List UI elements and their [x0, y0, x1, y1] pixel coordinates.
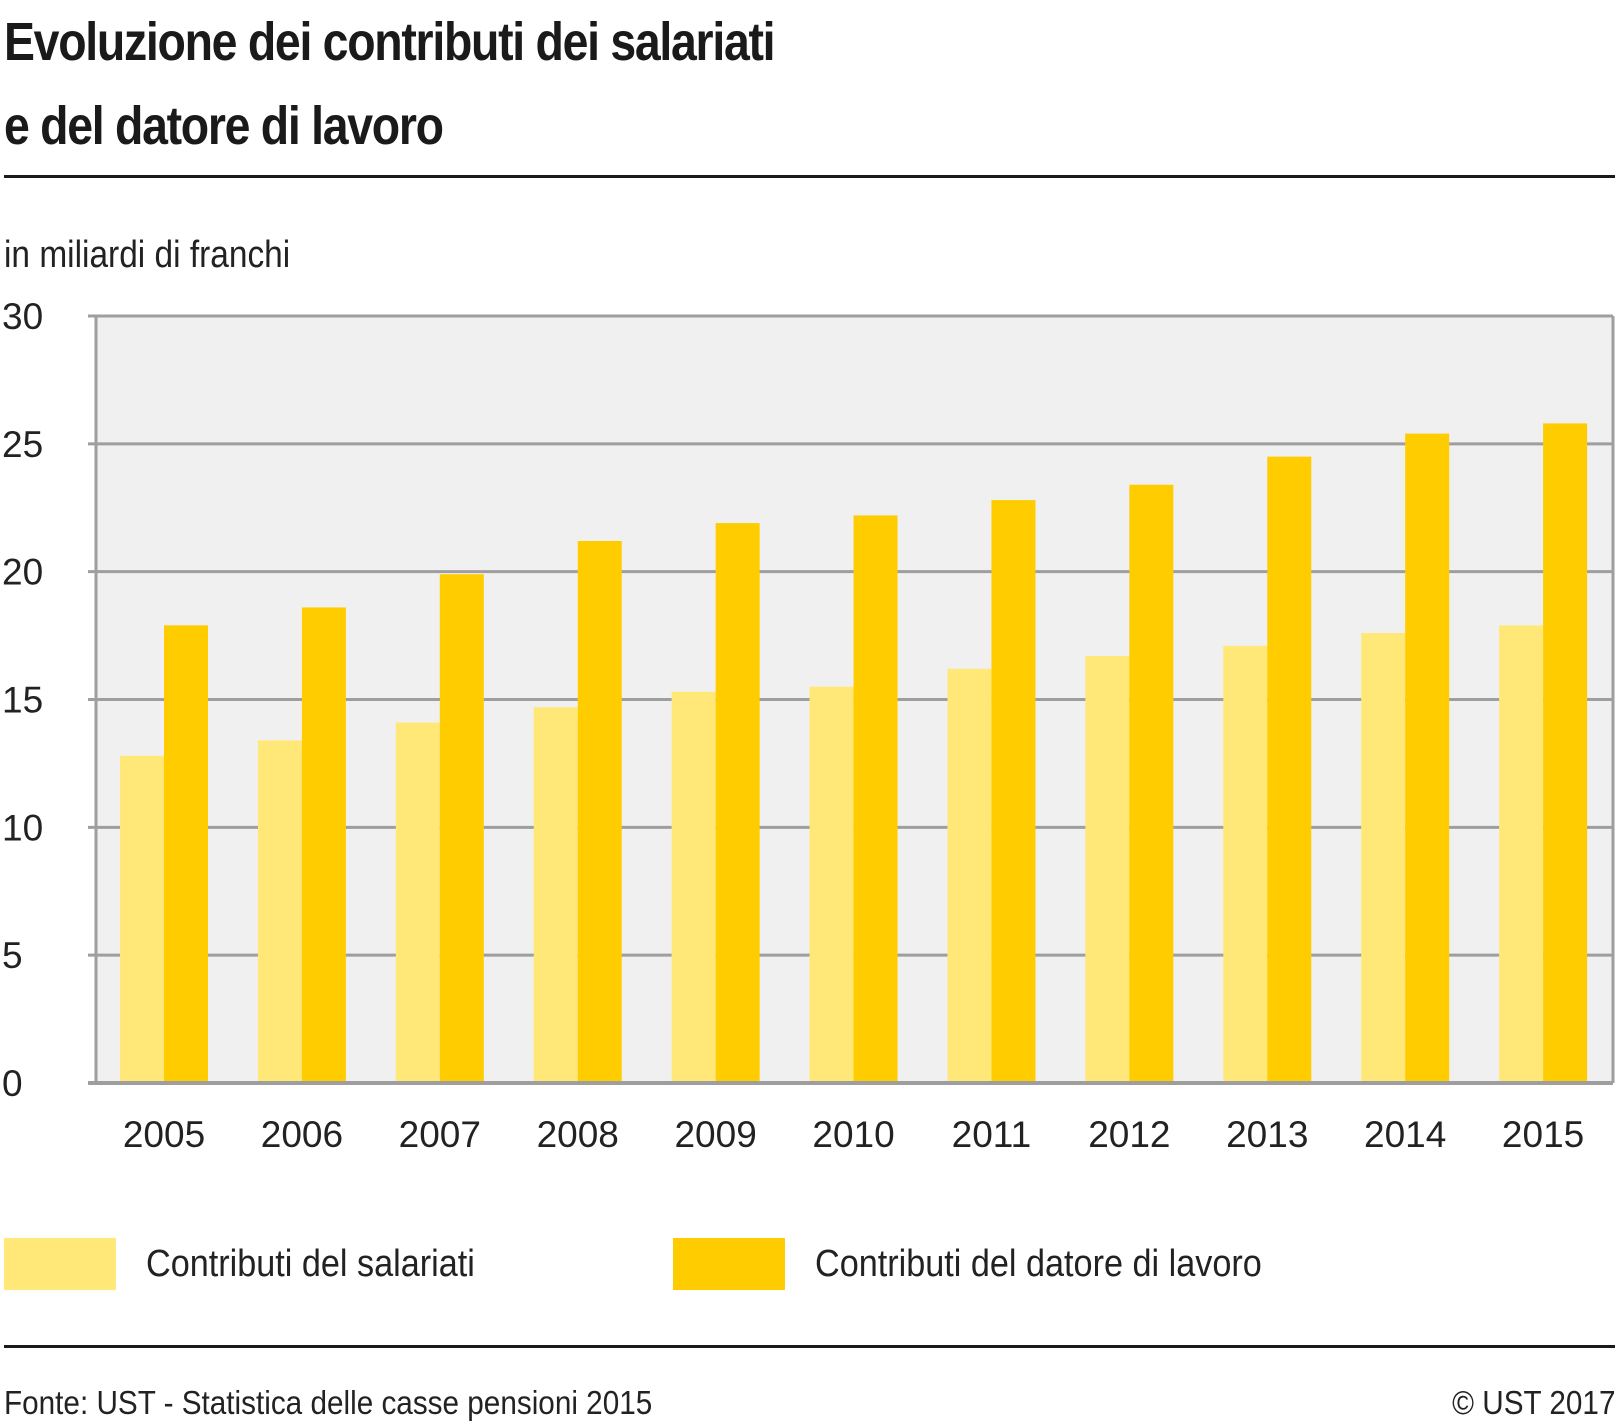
- bar-chart: 0 5 10 15 20 25 30 2005 2006 2007 2008 2009 2010 201…: [2, 300, 1615, 1155]
- bar-salariati-2006: [257, 740, 302, 1081]
- source-note: Fonte: UST - Statistica delle casse pens…: [4, 1384, 653, 1421]
- bar-datore-2012: [1129, 484, 1174, 1081]
- x-tick-label: 2009: [674, 1114, 756, 1155]
- bar-datore-2005: [164, 625, 208, 1081]
- x-tick-label: 2006: [261, 1114, 343, 1155]
- copyright-note: © UST 2017: [1451, 1384, 1615, 1421]
- legend-item-salariati: Contributi del salariati: [4, 1238, 511, 1290]
- bar-datore-2006: [301, 607, 346, 1081]
- chart-title: Evoluzione dei contributi dei salariati …: [4, 0, 776, 168]
- y-axis-unit-label: in miliardi di franchi: [4, 234, 291, 276]
- chart-title-line-1: Evoluzione dei contributi dei salariati: [4, 12, 776, 72]
- x-tick-label: 2012: [1088, 1114, 1170, 1155]
- bar-salariati-2008: [533, 707, 578, 1081]
- bar-salariati-2007: [395, 722, 440, 1081]
- legend-swatch-salariati: [4, 1238, 116, 1290]
- legend-label-salariati: Contributi del salariati: [146, 1242, 475, 1285]
- y-tick-label: 30: [2, 300, 43, 337]
- bar-salariati-2013: [1223, 645, 1268, 1081]
- y-tick-label: 10: [2, 807, 43, 848]
- x-tick-label: 2015: [1502, 1114, 1584, 1155]
- x-tick-label: 2014: [1364, 1114, 1446, 1155]
- bar-salariati-2011: [947, 668, 992, 1081]
- bar-salariati-2012: [1085, 656, 1130, 1081]
- y-tick-label: 25: [2, 424, 43, 465]
- y-tick-label: 5: [2, 935, 23, 976]
- y-tick-label: 0: [2, 1063, 23, 1104]
- y-tick-label: 15: [2, 680, 43, 721]
- x-tick-label: 2011: [952, 1114, 1032, 1155]
- x-tick-label: 2005: [123, 1114, 205, 1155]
- bar-datore-2010: [853, 515, 898, 1081]
- bar-datore-2009: [715, 523, 760, 1081]
- title-divider: [4, 175, 1615, 178]
- chart-title-line-2: e del datore di lavoro: [4, 96, 444, 156]
- legend-label-datore: Contributi del datore di lavoro: [815, 1242, 1262, 1285]
- bar-datore-2011: [991, 500, 1036, 1081]
- legend-swatch-datore: [673, 1238, 785, 1290]
- x-tick-label: 2010: [812, 1114, 894, 1155]
- x-tick-label: 2013: [1226, 1114, 1308, 1155]
- bar-datore-2014: [1405, 433, 1450, 1081]
- legend-item-datore: Contributi del datore di lavoro: [673, 1238, 1311, 1290]
- bar-datore-2013: [1267, 456, 1312, 1081]
- bar-datore-2008: [577, 540, 622, 1081]
- y-tick-label: 20: [2, 552, 43, 593]
- bar-datore-2007: [439, 574, 484, 1081]
- bar-datore-2015: [1543, 423, 1588, 1081]
- x-tick-label: 2008: [537, 1114, 619, 1155]
- bar-salariati-2010: [809, 686, 854, 1081]
- x-tick-label: 2007: [399, 1114, 481, 1155]
- bar-salariati-2015: [1499, 625, 1544, 1081]
- bar-salariati-2005: [120, 755, 164, 1081]
- bar-salariati-2014: [1361, 633, 1406, 1081]
- footer-divider: [4, 1345, 1615, 1348]
- bar-salariati-2009: [671, 691, 716, 1081]
